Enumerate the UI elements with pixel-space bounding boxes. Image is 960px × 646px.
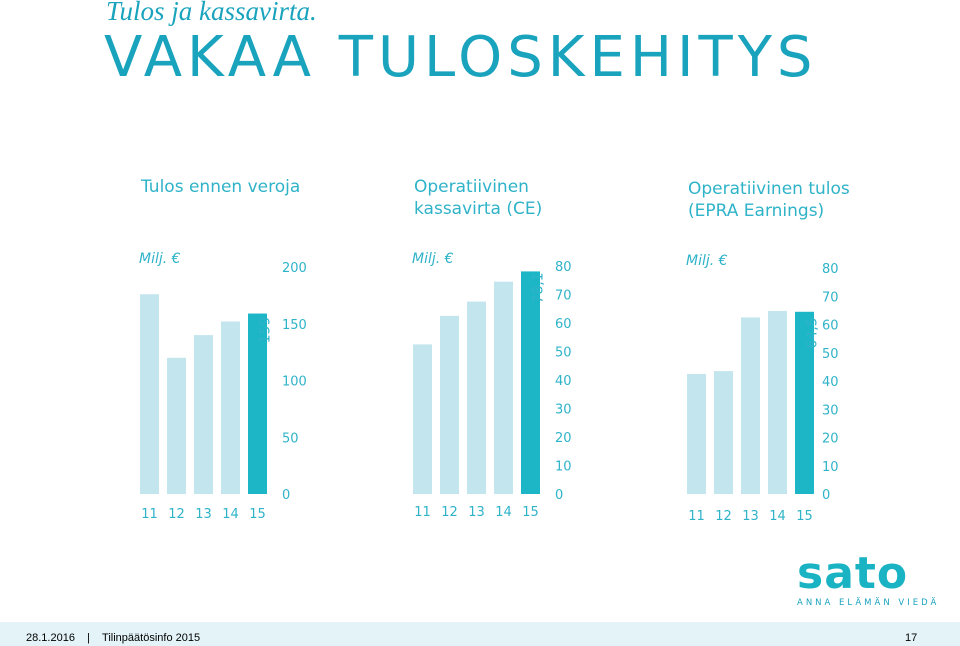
category-label: 15 (249, 507, 266, 522)
y-tick-label: 80 (822, 262, 839, 277)
y-tick-label: 20 (555, 431, 572, 446)
footer-date-title: 28.1.2016 | Tilinpäätösinfo 2015 (26, 632, 201, 644)
y-tick-label: 60 (555, 317, 572, 332)
bar-highlight (795, 311, 814, 494)
category-label: 11 (414, 505, 431, 520)
category-label: 13 (742, 509, 759, 524)
bar (140, 294, 159, 494)
bar (413, 344, 432, 494)
chart-title-kassavirta: Operatiivinen kassavirta (CE) (414, 177, 543, 219)
category-label: 14 (769, 509, 786, 524)
y-tick-label: 50 (822, 347, 839, 362)
chart-title-tulos: Tulos ennen veroja (141, 177, 301, 197)
category-label: 14 (495, 505, 512, 520)
y-tick-label: 70 (822, 290, 839, 305)
logo-tagline: ANNA ELÄMÄN VIEDÄ (797, 598, 940, 608)
bar (467, 301, 486, 494)
y-tick-label: 200 (282, 261, 307, 276)
chart-title-epra: Operatiivinen tulos (EPRA Earnings) (688, 179, 850, 221)
value-label: 159 (258, 317, 274, 344)
bar (714, 371, 733, 494)
y-tick-label: 30 (555, 403, 572, 418)
y-tick-label: 100 (282, 375, 307, 390)
value-label: 78,1 (531, 272, 547, 303)
bar (494, 281, 513, 494)
category-label: 12 (441, 505, 458, 520)
unit-label: Milj. € (139, 251, 181, 267)
y-tick-label: 80 (555, 260, 572, 275)
category-label: 14 (222, 507, 239, 522)
y-tick-label: 30 (822, 403, 839, 418)
y-tick-label: 70 (555, 289, 572, 304)
category-label: 13 (195, 507, 212, 522)
unit-label: Milj. € (686, 253, 728, 269)
category-label: 15 (522, 505, 539, 520)
bar (687, 373, 706, 494)
y-tick-label: 0 (282, 488, 290, 503)
category-label: 13 (468, 505, 485, 520)
value-label: 64,5 (805, 317, 821, 348)
bar (768, 310, 787, 494)
sato-logo: sato ANNA ELÄMÄN VIEDÄ (797, 548, 940, 609)
bar (167, 357, 186, 494)
y-tick-label: 0 (822, 488, 830, 503)
slide-title: VAKAA TULOSKEHITYS (104, 25, 818, 90)
category-label: 12 (715, 509, 732, 524)
y-tick-label: 150 (282, 318, 307, 333)
y-tick-label: 60 (822, 319, 839, 334)
y-tick-label: 40 (822, 375, 839, 390)
footer-bar (0, 622, 960, 646)
bar-highlight (521, 271, 540, 494)
bar (440, 315, 459, 494)
logo-wordmark: sato (797, 548, 909, 599)
category-label: 11 (688, 509, 705, 524)
page-number: 17 (905, 632, 918, 644)
y-tick-label: 40 (555, 374, 572, 389)
y-tick-label: 50 (282, 431, 299, 446)
bar (194, 335, 213, 494)
y-tick-label: 20 (822, 432, 839, 447)
category-label: 12 (168, 507, 185, 522)
y-tick-label: 0 (555, 488, 563, 503)
unit-label: Milj. € (412, 251, 454, 267)
category-label: 11 (141, 507, 158, 522)
y-tick-label: 50 (555, 346, 572, 361)
category-label: 15 (796, 509, 813, 524)
bar-highlight (248, 313, 267, 494)
slide-subtitle: Tulos ja kassavirta. (106, 0, 317, 26)
y-tick-label: 10 (555, 460, 572, 475)
bar (741, 317, 760, 494)
y-tick-label: 10 (822, 460, 839, 475)
bar (221, 321, 240, 494)
